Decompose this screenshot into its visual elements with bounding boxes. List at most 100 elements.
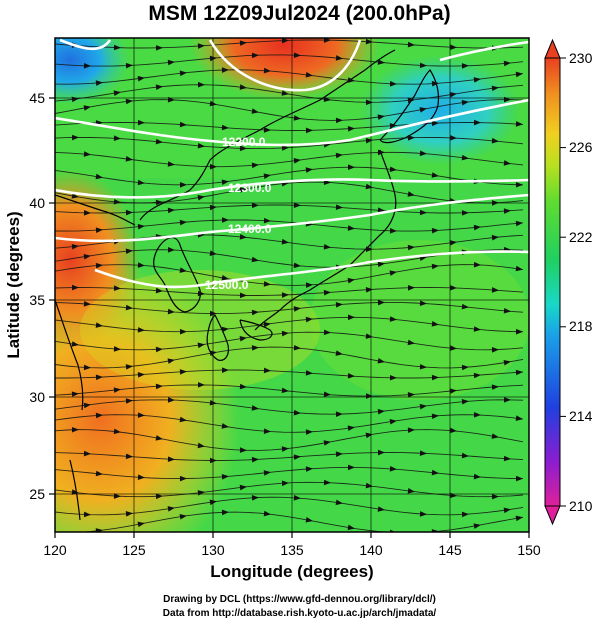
x-tick-label: 120 xyxy=(43,542,67,558)
streamline-arrow xyxy=(221,509,229,516)
streamline-arrow xyxy=(167,358,175,364)
streamline-arrow xyxy=(491,346,499,353)
streamline-arrow xyxy=(323,179,331,186)
streamline-arrow xyxy=(323,479,331,486)
streamline-arrow xyxy=(407,488,415,494)
streamline-arrow xyxy=(113,44,121,51)
x-tick-label: 130 xyxy=(201,542,225,558)
streamline-arrow xyxy=(239,447,247,453)
streamline xyxy=(77,511,524,532)
streamline xyxy=(55,122,524,131)
streamline-arrow xyxy=(305,517,313,523)
streamline-arrow xyxy=(179,475,187,482)
streamline xyxy=(55,384,524,397)
streamline-arrow xyxy=(449,44,457,50)
colorbar-min-triangle xyxy=(544,505,561,526)
streamline-arrow xyxy=(461,398,469,405)
streamline-arrow xyxy=(71,284,79,291)
streamline-arrow xyxy=(473,77,481,83)
streamline-arrow xyxy=(179,219,187,226)
streamline-arrow xyxy=(125,398,133,404)
streamline-arrow xyxy=(263,127,271,133)
streamline-arrow xyxy=(113,346,121,352)
streamline-arrow xyxy=(503,396,511,403)
streamline-arrow xyxy=(197,43,205,49)
streamline-arrow xyxy=(515,181,523,188)
map-title: MSM 12Z09Jul2024 (200.0hPa) xyxy=(148,2,451,25)
streamline-arrow xyxy=(239,383,247,390)
x-tick-label: 135 xyxy=(280,542,304,558)
streamline-arrow xyxy=(167,161,175,167)
streamline-arrow xyxy=(293,262,301,269)
wind-arrowheads xyxy=(71,38,523,532)
streamline-arrow xyxy=(419,300,427,307)
streamline-arrow xyxy=(125,248,133,255)
streamline-arrow xyxy=(491,200,499,206)
streamline-arrow xyxy=(155,435,163,441)
streamline-arrow xyxy=(209,204,217,211)
streamline-arrow xyxy=(491,234,499,241)
streamline-arrow xyxy=(323,96,331,103)
streamline-arrow xyxy=(113,285,121,291)
streamline-arrow xyxy=(419,363,427,370)
streamline-arrow xyxy=(167,308,175,315)
streamline-arrow xyxy=(155,346,163,353)
streamline-arrow xyxy=(431,413,439,420)
colorbar-tick-label: 222 xyxy=(569,229,593,245)
streamline-arrow xyxy=(263,321,271,328)
streamline-arrow xyxy=(431,321,439,327)
streamline-arrow xyxy=(281,238,289,245)
streamline xyxy=(55,99,524,121)
streamline-arrow xyxy=(473,412,481,418)
streamline-arrow xyxy=(251,256,259,263)
streamline-arrow xyxy=(221,217,229,223)
contour-label-12500: 12500.0 xyxy=(205,278,249,292)
streamline-arrow xyxy=(389,270,397,276)
streamline-arrow xyxy=(209,499,217,506)
streamline-arrow xyxy=(473,326,481,332)
streamline-arrow xyxy=(347,77,355,83)
map-plot-area: 12200.0 12300.0 12400.0 12500.0 120 125 … xyxy=(4,37,541,581)
streamline-arrow xyxy=(167,96,175,103)
streamline-arrow xyxy=(419,62,427,69)
colorbar-tick-label: 226 xyxy=(569,139,593,155)
streamline-arrow xyxy=(431,263,439,270)
streamline-arrow xyxy=(335,117,343,124)
streamline-arrow xyxy=(473,523,481,529)
streamline xyxy=(55,301,524,315)
streamline-arrow xyxy=(197,442,205,449)
credit-drawing: Drawing by DCL (https://www.gfd-dennou.o… xyxy=(163,594,436,605)
streamline-arrow xyxy=(281,480,289,487)
contour-line-12300 xyxy=(55,178,529,199)
streamline-arrow xyxy=(449,240,457,246)
streamline-arrow xyxy=(221,367,229,373)
y-tick-label: 45 xyxy=(29,90,45,106)
streamline-arrow xyxy=(335,152,343,159)
streamline-arrow xyxy=(281,330,289,337)
contour-line-12400 xyxy=(55,193,529,243)
streamline-arrow xyxy=(473,473,481,480)
streamline-arrow xyxy=(95,80,103,86)
streamline-arrow xyxy=(251,309,259,316)
streamline-arrow xyxy=(263,67,271,74)
streamline xyxy=(55,219,524,232)
streamline-arrow xyxy=(515,475,523,482)
streamline-arrow xyxy=(239,145,247,152)
streamline-arrow xyxy=(407,244,415,251)
streamline-arrow xyxy=(221,275,229,281)
streamline-arrow xyxy=(419,209,427,216)
streamline-arrow xyxy=(407,284,415,291)
streamline-arrow xyxy=(491,137,499,144)
streamline-arrow xyxy=(71,134,79,141)
streamline-arrow xyxy=(515,369,523,376)
contour-label-12300: 12300.0 xyxy=(228,181,272,195)
streamline-arrow xyxy=(449,134,457,141)
streamline-arrow xyxy=(347,125,355,132)
streamline-arrow xyxy=(503,307,511,314)
streamline-arrow xyxy=(95,374,103,381)
streamline-arrow xyxy=(293,306,301,312)
colorbar-tick-label: 210 xyxy=(569,498,593,514)
streamline-arrow xyxy=(431,227,439,234)
streamline-arrow xyxy=(293,115,301,121)
y-tick-label: 25 xyxy=(29,486,45,502)
